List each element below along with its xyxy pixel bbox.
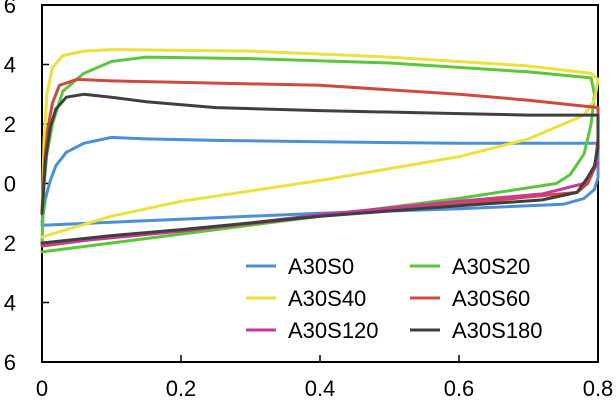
y-tick-label: 6: [4, 0, 16, 18]
axes: 0 0.2 0.4 0.6 0.8 6 4 2 0 2 4 6: [4, 0, 614, 401]
x-tick-label: 0.6: [444, 376, 475, 401]
legend-label: A30S20: [452, 254, 530, 279]
legend-label: A30S0: [288, 254, 354, 279]
series-line-a30s180: [40, 92, 600, 245]
legend-label: A30S40: [288, 286, 366, 311]
x-tick-label: 0.2: [166, 376, 197, 401]
x-tick-label: 0.4: [305, 376, 336, 401]
legend: A30S0 A30S20 A30S40 A30S60 A30S120 A30S180: [246, 254, 543, 343]
y-tick-label: 4: [4, 53, 16, 78]
legend-label: A30S180: [452, 318, 543, 343]
series-line-a30s40: [40, 48, 600, 239]
y-tick-label: 0: [4, 172, 16, 197]
y-tick-label: 4: [4, 291, 16, 316]
y-tick-label: 2: [4, 231, 16, 256]
series-line-a30s120: [40, 161, 600, 246]
series-lines: [40, 48, 600, 254]
y-tick-label: 6: [4, 350, 16, 375]
legend-label: A30S120: [288, 318, 379, 343]
x-tick-label: 0: [36, 376, 48, 401]
legend-label: A30S60: [452, 286, 530, 311]
x-tick-label: 0.8: [583, 376, 614, 401]
y-tick-label: 2: [4, 112, 16, 137]
